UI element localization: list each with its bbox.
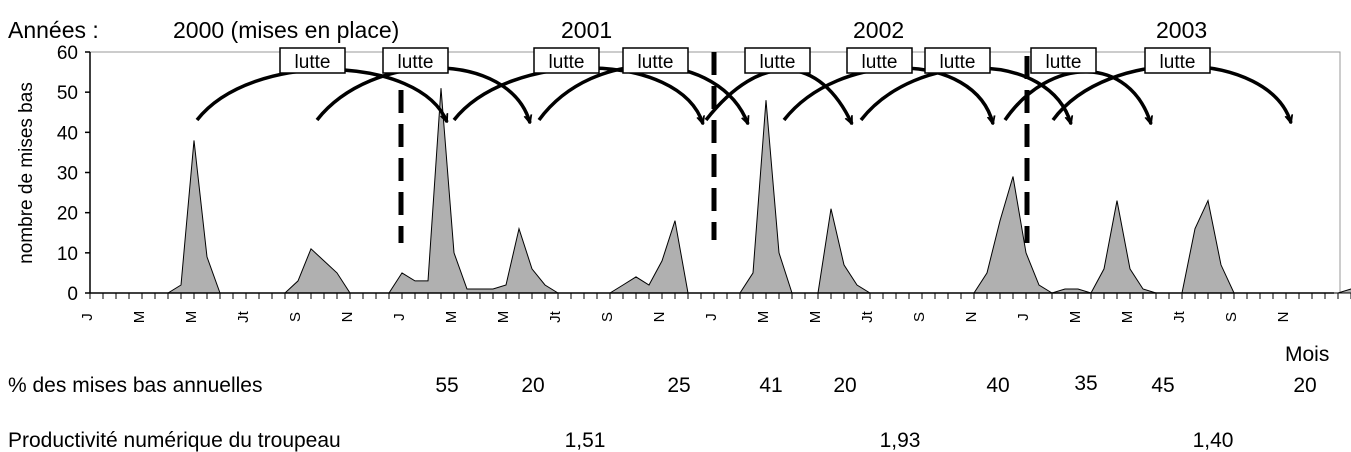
year-2001-label: 2001 [561,17,612,43]
pct-value: 20 [521,374,544,397]
mating-arrows [195,64,1291,124]
month-tick-label: S [911,312,928,322]
lutte-box: lutte [924,47,991,74]
pct-value: 25 [667,374,690,397]
svg-text:lutte: lutte [862,52,898,73]
year-2002-label: 2002 [853,17,904,43]
month-tick-label: Jt [1171,310,1188,323]
years-label: Années : [8,17,99,43]
month-tick-label: Jt [859,310,876,323]
arrow-7 [859,66,1071,124]
month-tick-label: Jt [547,310,564,323]
lutte-box: lutte [279,47,346,74]
y-tick-label: 60 [57,43,78,64]
pct-value: 41 [759,374,782,397]
pct-value: 55 [435,374,458,397]
month-tick-label: M [807,311,824,324]
pct-row-label: % des mises bas annuelles [8,374,262,397]
month-tick-label: S [599,312,616,322]
lutte-box: lutte [846,47,913,74]
productivity-value: 1,93 [880,429,921,452]
month-tick-label: N [963,312,980,323]
svg-text:lutte: lutte [940,52,976,73]
month-tick-label: S [287,312,304,322]
pct-value: 45 [1151,374,1174,397]
y-tick-label: 20 [57,204,78,225]
svg-text:lutte: lutte [1160,52,1196,73]
month-tick-label: J [703,313,720,321]
month-tick-label: M [183,311,200,324]
y-tick-label: 0 [67,284,78,305]
lutte-box: lutte [622,47,689,74]
svg-text:lutte: lutte [295,52,331,73]
month-tick-label: N [339,312,356,323]
month-tick-label: M [443,311,460,324]
svg-text:lutte: lutte [549,52,585,73]
y-tick-label: 50 [57,83,78,104]
month-tick-label: J [79,313,96,321]
month-tick-label: N [1275,312,1292,323]
month-tick-label: M [131,311,148,324]
lambing-area [90,88,1351,294]
month-tick-label: S [1223,312,1240,322]
arrow-9 [1051,64,1291,123]
pct-value: 40 [986,374,1009,397]
month-tick-label: M [755,311,772,324]
y-tick-label: 30 [57,164,78,185]
month-tick-label: J [391,313,408,321]
y-tick-label: 40 [57,123,78,144]
productivity-value: 1,51 [565,429,606,452]
svg-text:lutte: lutte [398,52,434,73]
plot-frame [90,51,1341,293]
month-tick-label: J [1015,313,1032,321]
month-tick-label: N [651,312,668,323]
x-axis-unit-label: Mois [1285,343,1329,366]
arrow-5 [704,68,854,124]
arrow-3 [452,66,703,124]
month-tick-label: M [1067,311,1084,324]
pct-value: 20 [833,374,856,397]
lutte-box: lutte [533,47,600,74]
svg-text:lutte: lutte [638,52,674,73]
lutte-box: lutte [1030,47,1097,74]
svg-text:lutte: lutte [760,52,796,73]
lutte-box: lutte [1144,47,1211,74]
month-tick-label: M [495,311,512,324]
month-tick-label: M [1119,311,1136,324]
y-axis-title: nombre de mises bas [16,82,37,264]
productivity-value: 1,40 [1193,429,1234,452]
year-2000-label: 2000 (mises en place) [173,17,399,43]
pct-value: 20 [1293,374,1316,397]
y-tick-label: 10 [57,244,78,265]
lutte-box: lutte [382,47,449,74]
lutte-box: lutte [744,47,811,74]
productivity-row-label: Productivité numérique du troupeau [8,429,341,452]
year-2003-label: 2003 [1156,17,1207,43]
month-tick-label: Jt [235,310,252,323]
pct-value: 35 [1074,372,1097,395]
svg-text:lutte: lutte [1046,52,1082,73]
